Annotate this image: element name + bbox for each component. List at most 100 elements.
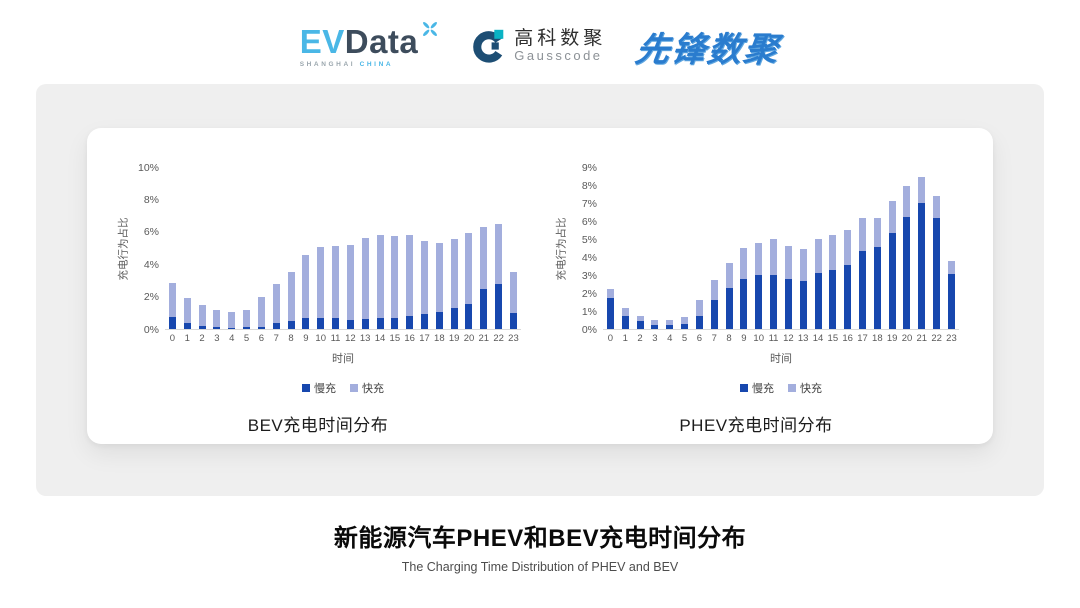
bar-segment-快充 bbox=[317, 246, 325, 318]
x-tick-label: 19 bbox=[448, 333, 460, 344]
x-tick-label: 21 bbox=[478, 333, 490, 344]
x-tick-label: 9 bbox=[303, 333, 309, 344]
bev-chart: 充电行为占比 0% 2% 4% 6% 8% 10% 0 1 2 3 4 5 6 7 8 9 10 11 12 13 1… bbox=[115, 128, 521, 444]
x-tick-label: 10 bbox=[753, 333, 764, 344]
x-tick-label: 17 bbox=[419, 333, 430, 344]
stacked-bar bbox=[450, 239, 458, 329]
bar-segment-快充 bbox=[509, 271, 517, 313]
x-tick-label: 7 bbox=[711, 333, 717, 344]
bar-hour-23 bbox=[506, 168, 521, 329]
bar-segment-慢充 bbox=[814, 273, 822, 329]
stacked-bar bbox=[243, 310, 251, 329]
legend: 慢充 快充 bbox=[603, 380, 959, 396]
bar-hour-11 bbox=[328, 168, 343, 329]
bar-hour-11 bbox=[766, 168, 781, 329]
bar-segment-快充 bbox=[933, 195, 941, 219]
bar-segment-慢充 bbox=[636, 320, 644, 329]
bar-segment-慢充 bbox=[710, 300, 718, 329]
bar-segment-快充 bbox=[770, 239, 778, 275]
y-tick-label: 6% bbox=[581, 215, 597, 228]
x-axis-label: 时间 bbox=[332, 353, 354, 365]
bar-segment-慢充 bbox=[406, 316, 414, 329]
x-tick-label: 4 bbox=[667, 333, 673, 344]
bar-hour-15 bbox=[387, 168, 402, 329]
x-tick-label: 15 bbox=[389, 333, 401, 344]
bar-segment-慢充 bbox=[243, 327, 251, 329]
bar-segment-快充 bbox=[198, 305, 206, 327]
phev-chart-grid: 充电行为占比 0% 1% 2% 3% 4% 5% 6% 7% 8% 9% 0 1 2 3 4 5 6 7 8 9 10… bbox=[553, 162, 959, 396]
bar-segment-快充 bbox=[651, 320, 659, 325]
bar-segment-快充 bbox=[903, 185, 911, 218]
legend: 慢充 快充 bbox=[165, 380, 521, 396]
bar-segment-快充 bbox=[257, 296, 265, 327]
x-tick-label: 17 bbox=[857, 333, 868, 344]
bar-segment-慢充 bbox=[606, 297, 614, 329]
legend-item-fast: 快充 bbox=[788, 380, 822, 396]
bar-segment-快充 bbox=[361, 238, 369, 320]
evdata-ev-text: EV bbox=[299, 22, 345, 60]
stacked-bar bbox=[621, 308, 629, 329]
bar-hour-20 bbox=[900, 168, 915, 329]
stacked-bar bbox=[480, 226, 488, 329]
bar-hour-1 bbox=[618, 168, 633, 329]
y-axis-ticks: 0% 1% 2% 3% 4% 5% 6% 7% 8% 9% bbox=[569, 162, 603, 334]
y-tick-label: 10% bbox=[137, 161, 159, 174]
bev-plot-wrap: 0 1 2 3 4 5 6 7 8 9 10 11 12 13 14 15 16 17 18 19 20 21 22 23 时… bbox=[165, 168, 521, 396]
x-tick-label: 0 bbox=[607, 333, 614, 344]
bar-segment-快充 bbox=[332, 245, 340, 318]
bar-hour-13 bbox=[796, 168, 811, 329]
bar-hour-18 bbox=[432, 168, 447, 329]
legend-swatch-fast bbox=[350, 384, 358, 392]
bar-hour-12 bbox=[781, 168, 796, 329]
legend-label-slow: 慢充 bbox=[752, 383, 774, 395]
x-tick-label: 19 bbox=[886, 333, 898, 344]
x-tick-label: 1 bbox=[622, 333, 628, 344]
bar-hour-4 bbox=[662, 168, 677, 329]
x-tick-label: 3 bbox=[652, 333, 658, 344]
bar-hour-6 bbox=[254, 168, 269, 329]
stacked-bar bbox=[420, 240, 428, 329]
bar-segment-慢充 bbox=[480, 289, 488, 329]
bar-segment-快充 bbox=[681, 317, 689, 324]
y-tick-label: 2% bbox=[581, 287, 597, 300]
bar-hour-3 bbox=[647, 168, 662, 329]
stacked-bar bbox=[695, 300, 703, 329]
stacked-bar bbox=[509, 271, 517, 329]
evdata-wordmark: EV Data bbox=[299, 21, 441, 60]
bar-hour-10 bbox=[751, 168, 766, 329]
bar-segment-慢充 bbox=[257, 326, 265, 329]
x-tick-label: 10 bbox=[315, 333, 326, 344]
legend-label-slow: 慢充 bbox=[314, 383, 336, 395]
bar-segment-快充 bbox=[302, 254, 310, 318]
x-tick-label: 22 bbox=[931, 333, 942, 344]
stacked-bar bbox=[829, 234, 837, 329]
chart-title: BEV充电时间分布 bbox=[247, 416, 389, 435]
bar-hour-16 bbox=[402, 168, 417, 329]
bar-segment-快充 bbox=[183, 298, 191, 324]
y-tick-label: 3% bbox=[581, 269, 597, 282]
bar-segment-快充 bbox=[450, 239, 458, 308]
x-axis-ticks: 0 1 2 3 4 5 6 7 8 9 10 11 12 13 14 15 16 17 18 19 20 21 22 23 bbox=[165, 333, 521, 344]
bar-segment-快充 bbox=[287, 271, 295, 321]
y-tick-label: 2% bbox=[143, 291, 159, 304]
x-tick-label: 13 bbox=[359, 333, 371, 344]
stacked-bar bbox=[198, 305, 206, 329]
x-tick-label: 3 bbox=[214, 333, 220, 344]
y-tick-label: 8% bbox=[143, 193, 159, 206]
bar-hour-14 bbox=[811, 168, 826, 329]
bar-segment-慢充 bbox=[770, 275, 778, 329]
stacked-bar bbox=[858, 218, 866, 329]
x-tick-label: 7 bbox=[273, 333, 279, 344]
bar-segment-慢充 bbox=[873, 247, 881, 329]
bar-segment-快充 bbox=[228, 312, 236, 328]
pinwheel-icon bbox=[423, 21, 438, 36]
bar-segment-快充 bbox=[784, 246, 792, 279]
chart-card: 充电行为占比 0% 2% 4% 6% 8% 10% 0 1 2 3 4 5 6 7 8 9 10 11 12 13 1… bbox=[87, 128, 993, 444]
stacked-bar bbox=[784, 246, 792, 329]
bar-hour-8 bbox=[722, 168, 737, 329]
page-subtitle: The Charging Time Distribution of PHEV a… bbox=[401, 560, 679, 574]
bar-segment-快充 bbox=[695, 300, 703, 316]
logo-xianfeng: 先锋数聚 bbox=[633, 30, 783, 69]
stacked-bar bbox=[406, 235, 414, 329]
stacked-bar bbox=[391, 236, 399, 329]
